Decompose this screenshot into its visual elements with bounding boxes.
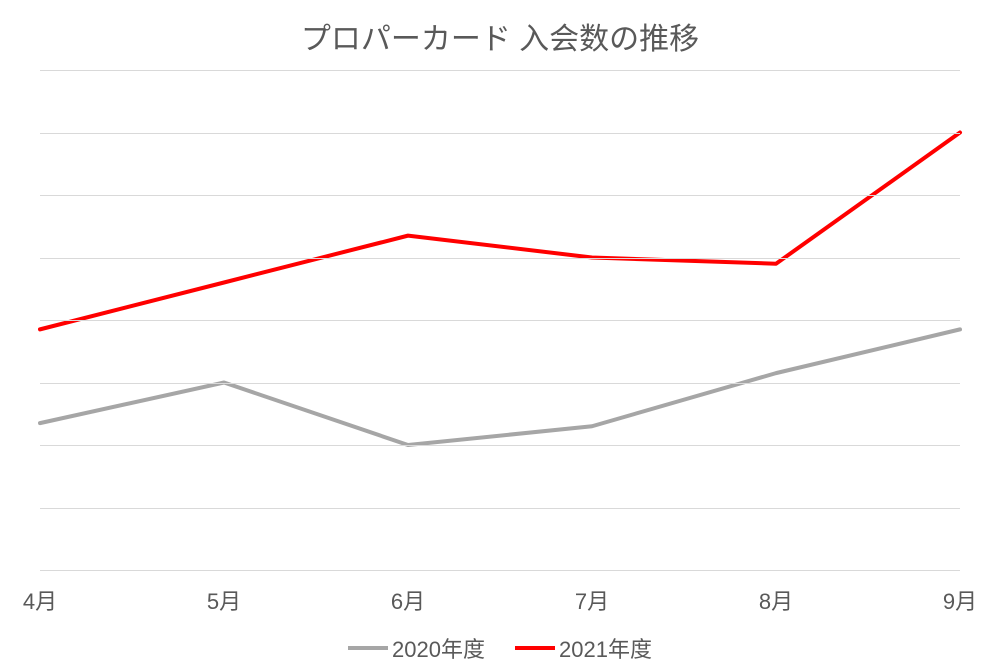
gridline [40, 70, 960, 71]
x-axis-label: 6月 [391, 584, 425, 616]
gridline [40, 258, 960, 259]
x-axis-label: 8月 [759, 584, 793, 616]
chart-legend: 2020年度 2021年度 [0, 632, 1000, 664]
legend-item: 2020年度 [348, 632, 485, 664]
gridline [40, 133, 960, 134]
gridline [40, 508, 960, 509]
x-axis-label: 4月 [23, 584, 57, 616]
plot-area [40, 70, 960, 570]
series-line [40, 133, 960, 330]
legend-swatch [348, 646, 388, 650]
x-axis-label: 9月 [943, 584, 977, 616]
legend-label: 2020年度 [392, 632, 485, 664]
chart-title: プロパーカード 入会数の推移 [0, 14, 1000, 58]
gridline [40, 320, 960, 321]
x-axis-label: 5月 [207, 584, 241, 616]
legend-item: 2021年度 [515, 632, 652, 664]
x-axis-label: 7月 [575, 584, 609, 616]
gridline [40, 195, 960, 196]
gridline [40, 383, 960, 384]
gridline [40, 570, 960, 571]
series-line [40, 329, 960, 445]
gridline [40, 445, 960, 446]
legend-swatch [515, 646, 555, 650]
legend-label: 2021年度 [559, 632, 652, 664]
line-chart: プロパーカード 入会数の推移 4月 5月 6月 7月 8月 9月 2020年度 2021年度 [0, 0, 1000, 667]
